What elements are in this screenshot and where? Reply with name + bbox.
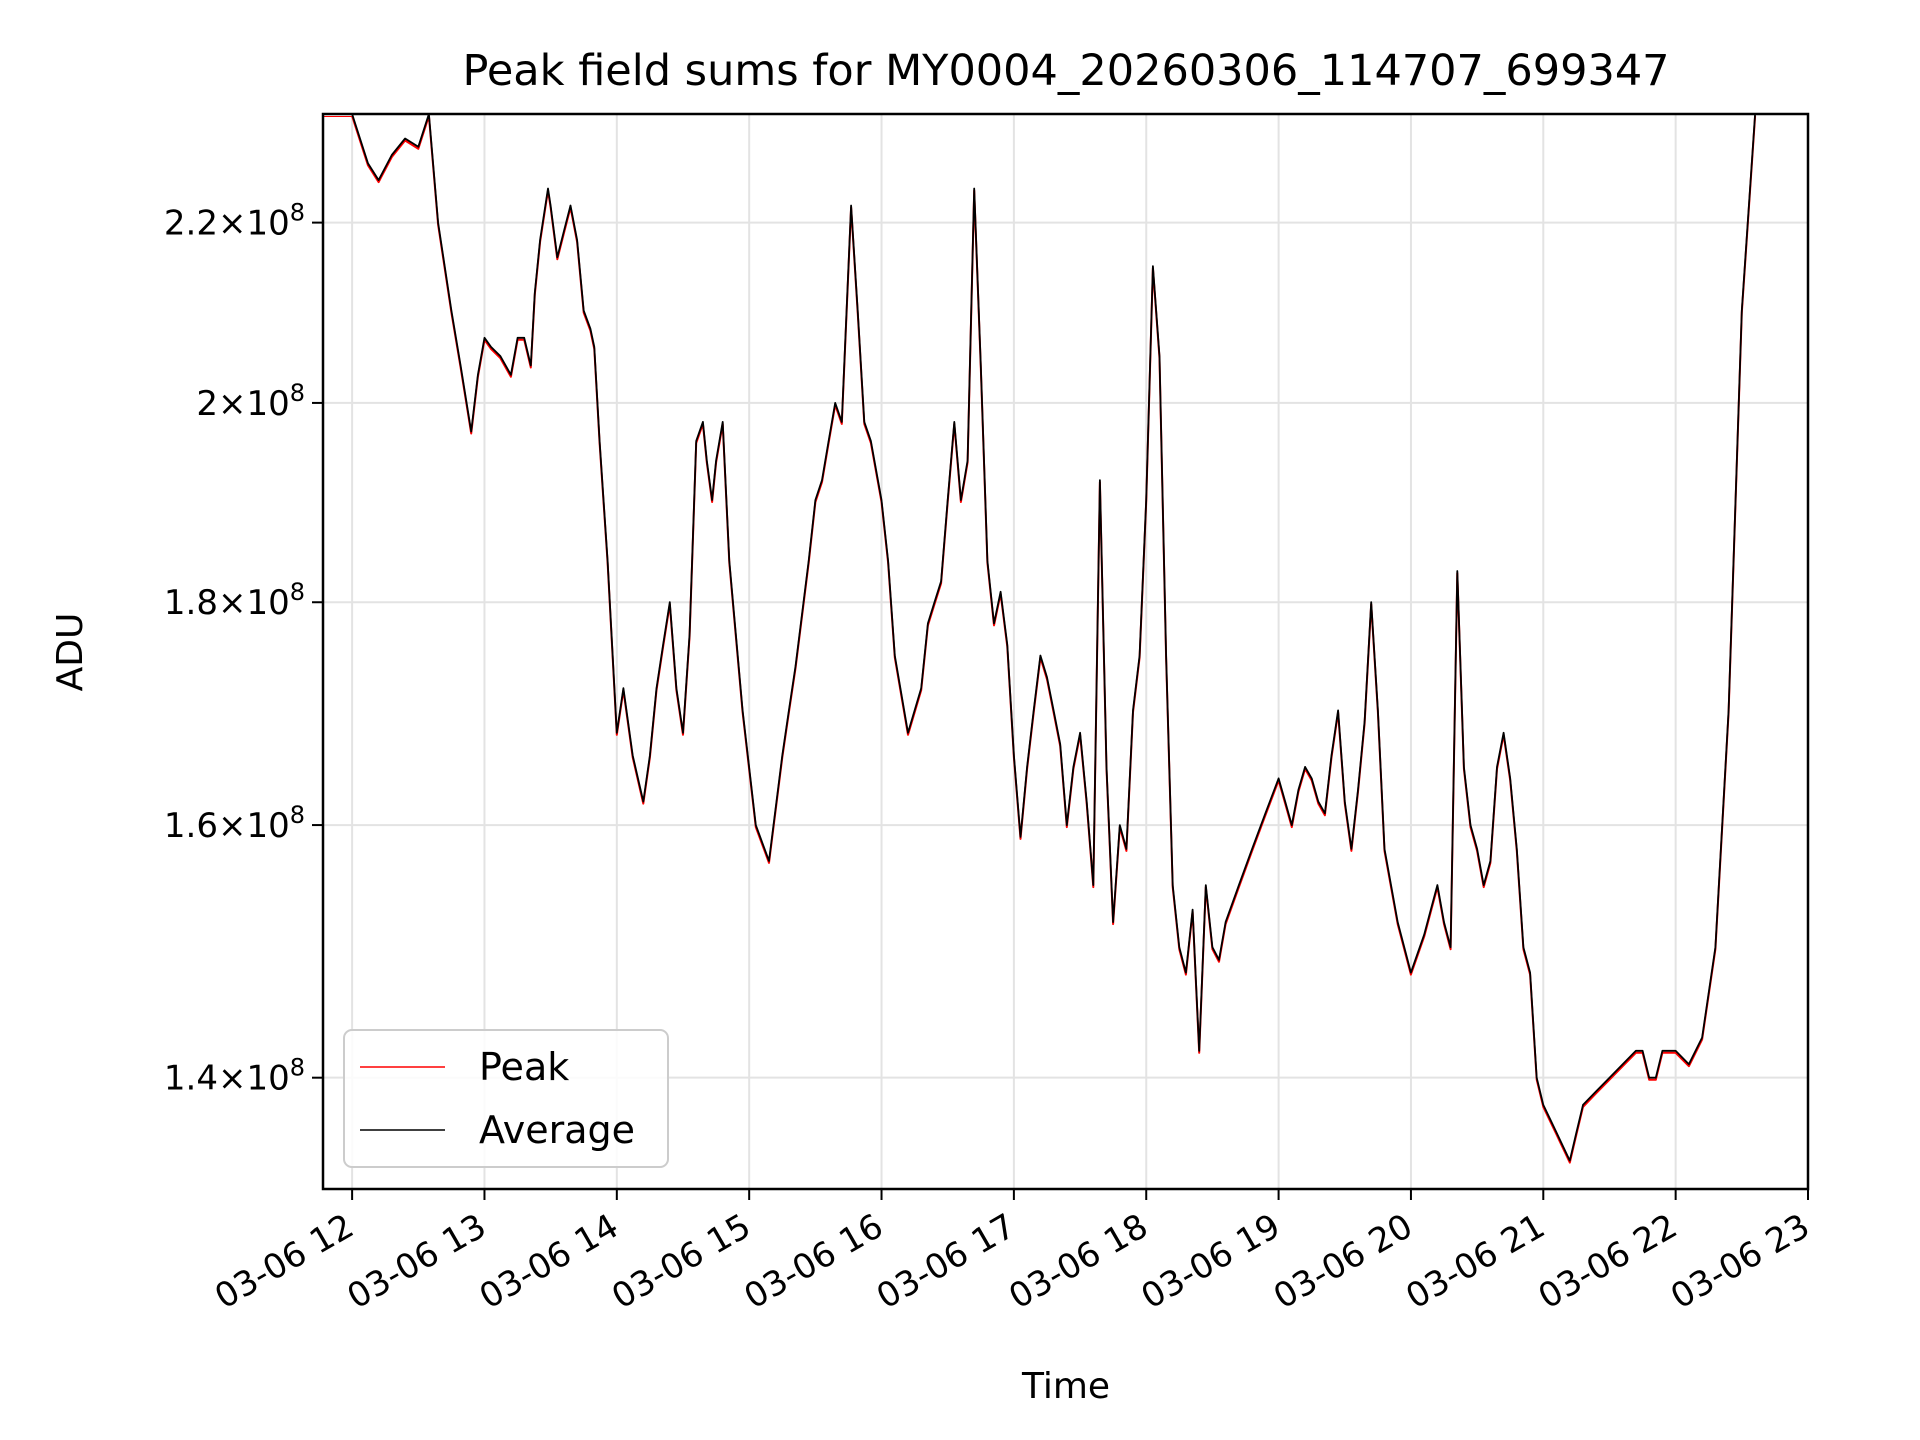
y-tick-label: 1.8×108 xyxy=(164,578,305,623)
y-tick-exponent: 8 xyxy=(290,199,305,227)
y-tick-exponent: 8 xyxy=(290,801,305,829)
y-tick-label: 1.6×108 xyxy=(164,801,305,846)
grid-lines xyxy=(323,114,1809,1189)
series-line-average xyxy=(323,114,1756,1162)
plot-frame xyxy=(321,112,1810,1191)
y-tick-mantissa: 1.6×10 xyxy=(164,806,290,846)
y-tick-label: 1.4×108 xyxy=(164,1054,305,1099)
legend-label-peak: Peak xyxy=(479,1045,569,1089)
legend-box xyxy=(343,1029,669,1168)
y-tick-mantissa: 1.4×10 xyxy=(164,1059,290,1099)
series-layer xyxy=(323,114,1757,1164)
y-axis-label: ADU xyxy=(50,613,91,692)
legend: Peak Average xyxy=(343,1029,669,1168)
y-tick-exponent: 8 xyxy=(290,379,305,407)
y-tick-mantissa: 2.2×10 xyxy=(164,204,290,244)
y-tick-label: 2×108 xyxy=(196,379,305,424)
y-tick-label: 2.2×108 xyxy=(164,199,305,244)
x-axis-label: Time xyxy=(1021,1366,1110,1407)
chart-title: Peak field sums for MY0004_20260306_1147… xyxy=(462,46,1669,96)
y-tick-mantissa: 2×10 xyxy=(196,384,289,424)
y-tick-exponent: 8 xyxy=(290,578,305,606)
y-tick-exponent: 8 xyxy=(290,1054,305,1082)
legend-label-average: Average xyxy=(479,1108,635,1152)
y-tick-mantissa: 1.8×10 xyxy=(164,583,290,623)
